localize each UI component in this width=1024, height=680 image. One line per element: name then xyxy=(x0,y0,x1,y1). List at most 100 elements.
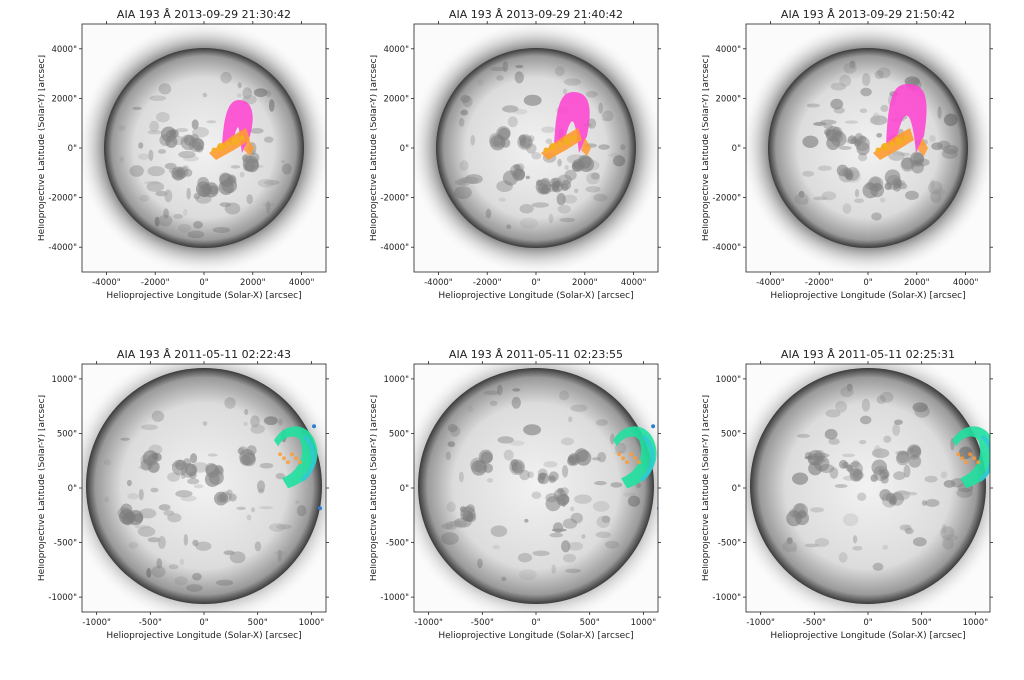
y-tick-label: -4000" xyxy=(48,243,77,253)
solar-surface-texture xyxy=(440,384,641,582)
x-tick-label: -500" xyxy=(803,618,826,628)
y-tick-label: -2000" xyxy=(712,194,741,204)
x-tick-label: 2000" xyxy=(904,278,930,288)
panel-title: AIA 193 Å 2011-05-11 02:22:43 xyxy=(117,348,291,361)
eruption-overlay xyxy=(274,424,323,511)
x-tick-label: -4000" xyxy=(92,278,121,288)
solar-panel-6: AIA 193 Å 2011-05-11 02:25:31 -1000" -500"… xyxy=(701,346,1002,680)
panel-figure: AIA 193 Å 2011-05-11 02:22:43 -1000" -500"… xyxy=(37,348,329,641)
solar-panel-3: AIA 193 Å 2013-09-29 21:50:42 -4000" -2000… xyxy=(701,6,1002,340)
x-tick-label: -1000" xyxy=(414,618,443,628)
x-tick-label: 4000" xyxy=(953,278,979,288)
x-tick-label: -500" xyxy=(471,618,494,628)
y-tick-label: -1000" xyxy=(712,593,741,603)
x-axis-label: Helioprojective Longitude (Solar-X) [arc… xyxy=(438,631,633,641)
y-tick-label: -1000" xyxy=(380,593,409,603)
x-tick-label: -2000" xyxy=(141,278,170,288)
y-tick-label: -4000" xyxy=(380,243,409,253)
green-front xyxy=(274,426,318,489)
x-axis-label: Helioprojective Longitude (Solar-X) [arc… xyxy=(770,291,965,301)
panel-title: AIA 193 Å 2011-05-11 02:25:31 xyxy=(781,348,955,361)
x-tick-label: -4000" xyxy=(424,278,453,288)
eruption-overlay xyxy=(873,84,928,160)
y-tick-label: -2000" xyxy=(380,194,409,204)
y-axis-label: Helioprojective Latitude (Solar-Y) [arcs… xyxy=(38,395,47,581)
x-tick-label: -1000" xyxy=(82,618,111,628)
y-axis-label: Helioprojective Latitude (Solar-Y) [arcs… xyxy=(702,55,711,241)
x-tick-label: 500" xyxy=(580,618,600,628)
y-tick-label: 0" xyxy=(68,484,77,494)
solar-panel-5: AIA 193 Å 2011-05-11 02:23:55 -1000" -500"… xyxy=(369,346,670,680)
x-axis-label: Helioprojective Longitude (Solar-X) [arc… xyxy=(770,631,965,641)
solar-surface-texture xyxy=(782,383,974,571)
y-tick-label: 500" xyxy=(57,429,77,439)
magenta-loop xyxy=(886,84,927,153)
x-tick-label: 1000" xyxy=(963,618,989,628)
y-tick-label: 2000" xyxy=(715,94,741,104)
panel-figure: AIA 193 Å 2013-09-29 21:30:42 -4000" -2000… xyxy=(37,8,329,301)
y-tick-label: 0" xyxy=(68,144,77,154)
x-tick-label: 500" xyxy=(248,618,268,628)
x-tick-label: -1000" xyxy=(746,618,775,628)
y-tick-label: 0" xyxy=(732,484,741,494)
y-tick-label: -2000" xyxy=(48,194,77,204)
solar-disk xyxy=(104,48,304,248)
y-tick-label: 4000" xyxy=(383,45,409,55)
x-tick-label: -2000" xyxy=(473,278,502,288)
x-tick-label: 0" xyxy=(531,278,540,288)
x-tick-label: -4000" xyxy=(756,278,785,288)
y-tick-label: 1000" xyxy=(51,375,77,385)
y-tick-label: -500" xyxy=(386,539,409,549)
panel-title: AIA 193 Å 2011-05-11 02:23:55 xyxy=(449,348,623,361)
solar-panel-4: AIA 193 Å 2011-05-11 02:22:43 -1000" -500"… xyxy=(37,346,338,680)
panel-title: AIA 193 Å 2013-09-29 21:40:42 xyxy=(449,8,623,21)
solar-panel-1: AIA 193 Å 2013-09-29 21:30:42 -4000" -2000… xyxy=(37,6,338,340)
eruption-overlay xyxy=(952,426,990,489)
y-tick-label: -500" xyxy=(718,539,741,549)
green-front xyxy=(952,426,990,489)
solar-surface-texture xyxy=(454,61,626,229)
y-tick-label: 4000" xyxy=(51,45,77,55)
eruption-overlay xyxy=(541,92,591,160)
solar-surface-texture xyxy=(118,71,292,239)
y-tick-label: 0" xyxy=(732,144,741,154)
x-tick-label: 0" xyxy=(863,278,872,288)
green-front xyxy=(613,426,657,489)
x-tick-label: -2000" xyxy=(805,278,834,288)
x-tick-label: 1000" xyxy=(631,618,657,628)
eruption-overlay xyxy=(209,100,254,160)
y-tick-label: -1000" xyxy=(48,593,77,603)
x-tick-label: 1000" xyxy=(299,618,325,628)
solar-disk xyxy=(750,368,986,604)
y-tick-label: 500" xyxy=(389,429,409,439)
y-axis-label: Helioprojective Latitude (Solar-Y) [arcs… xyxy=(38,55,47,241)
y-axis-label: Helioprojective Latitude (Solar-Y) [arcs… xyxy=(702,395,711,581)
y-axis-label: Helioprojective Latitude (Solar-Y) [arcs… xyxy=(370,55,379,241)
y-tick-label: -4000" xyxy=(712,243,741,253)
y-tick-label: 0" xyxy=(400,144,409,154)
x-tick-label: 0" xyxy=(863,618,872,628)
x-tick-label: 0" xyxy=(199,618,208,628)
x-axis-label: Helioprojective Longitude (Solar-X) [arc… xyxy=(106,291,301,301)
y-tick-label: -500" xyxy=(54,539,77,549)
y-tick-label: 1000" xyxy=(383,375,409,385)
y-tick-label: 2000" xyxy=(51,94,77,104)
x-tick-label: 0" xyxy=(531,618,540,628)
x-tick-label: 500" xyxy=(912,618,932,628)
x-tick-label: 2000" xyxy=(240,278,266,288)
panel-figure: AIA 193 Å 2011-05-11 02:25:31 -1000" -500"… xyxy=(701,348,993,641)
solar-disk xyxy=(86,368,322,604)
panel-figure: AIA 193 Å 2013-09-29 21:40:42 -4000" -2000… xyxy=(369,8,661,301)
x-tick-label: 0" xyxy=(199,278,208,288)
solar-panel-2: AIA 193 Å 2013-09-29 21:40:42 -4000" -2000… xyxy=(369,6,670,340)
solar-disk xyxy=(418,368,654,604)
y-axis-label: Helioprojective Latitude (Solar-Y) [arcs… xyxy=(370,395,379,581)
panel-figure: AIA 193 Å 2013-09-29 21:50:42 -4000" -2000… xyxy=(701,8,993,301)
x-tick-label: 2000" xyxy=(572,278,598,288)
x-tick-label: -500" xyxy=(139,618,162,628)
solar-surface-texture xyxy=(103,397,307,592)
x-axis-label: Helioprojective Longitude (Solar-X) [arc… xyxy=(438,291,633,301)
x-tick-label: 4000" xyxy=(289,278,315,288)
y-tick-label: 2000" xyxy=(383,94,409,104)
y-tick-label: 500" xyxy=(721,429,741,439)
